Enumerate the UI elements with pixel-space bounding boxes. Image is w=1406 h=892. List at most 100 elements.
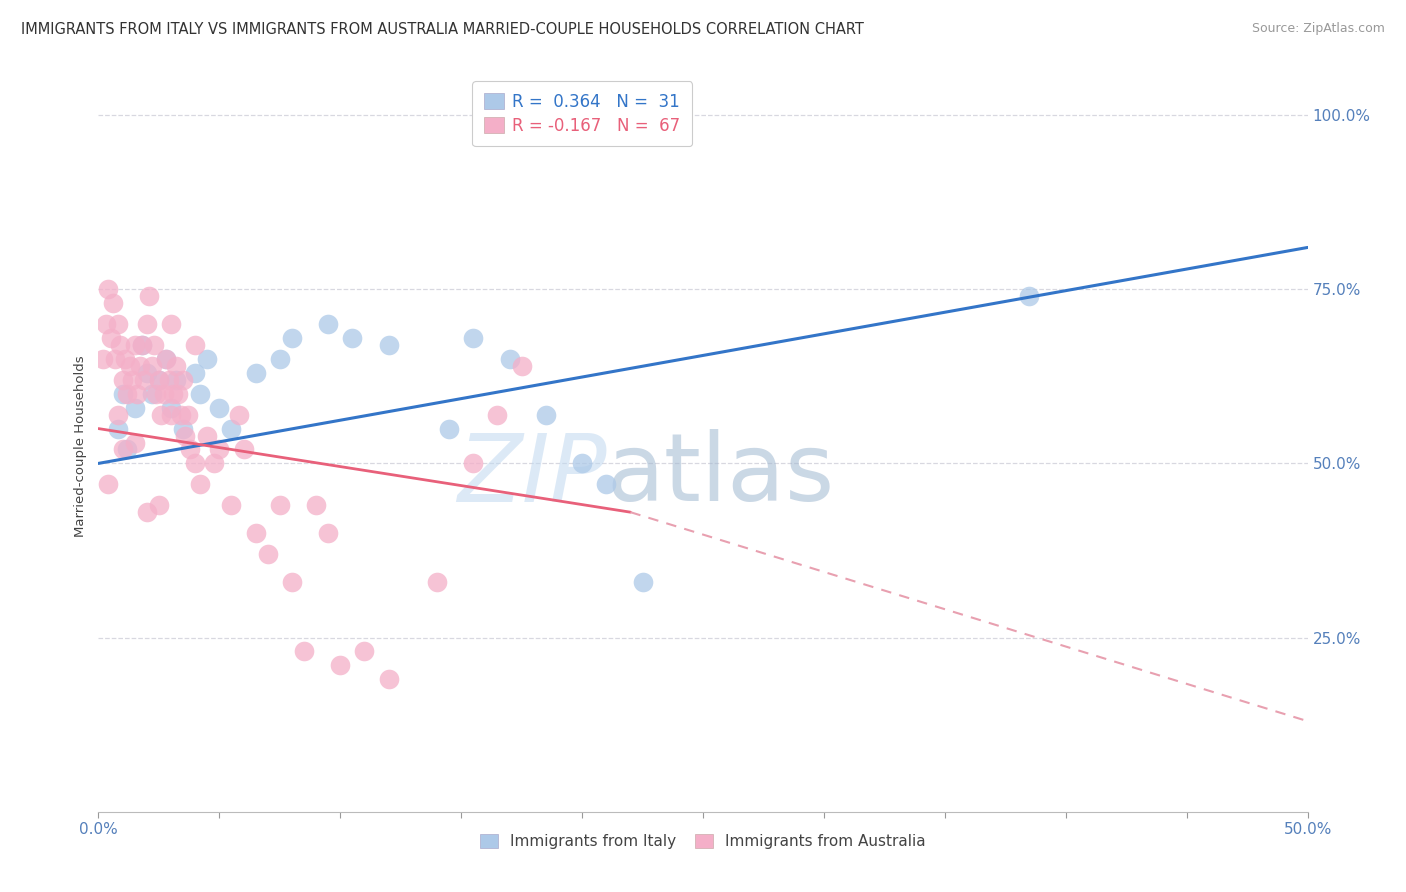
Point <box>124 401 146 415</box>
Point <box>377 673 399 687</box>
Point <box>135 366 157 380</box>
Point <box>329 658 352 673</box>
Text: Source: ZipAtlas.com: Source: ZipAtlas.com <box>1251 22 1385 36</box>
Point <box>208 401 231 415</box>
Point <box>145 386 167 401</box>
Point <box>111 386 134 401</box>
Point <box>104 351 127 366</box>
Point <box>141 359 163 373</box>
Point <box>188 477 211 491</box>
Point <box>117 386 139 401</box>
Y-axis label: Married-couple Households: Married-couple Households <box>75 355 87 537</box>
Point <box>232 442 254 457</box>
Point <box>534 408 557 422</box>
Point <box>97 477 120 491</box>
Point <box>510 359 533 373</box>
Point <box>256 547 278 561</box>
Point <box>162 386 184 401</box>
Point <box>127 386 149 401</box>
Legend: Immigrants from Italy, Immigrants from Australia: Immigrants from Italy, Immigrants from A… <box>474 828 932 855</box>
Point <box>269 498 291 512</box>
Point <box>595 477 617 491</box>
Point <box>353 644 375 658</box>
Point <box>141 386 163 401</box>
Point <box>342 331 364 345</box>
Point <box>316 526 339 541</box>
Point <box>150 408 173 422</box>
Point <box>111 442 134 457</box>
Point <box>305 498 328 512</box>
Point <box>100 331 122 345</box>
Point <box>111 373 134 387</box>
Point <box>152 386 174 401</box>
Point <box>148 498 170 512</box>
Point <box>118 359 141 373</box>
Point <box>377 338 399 352</box>
Point <box>177 408 200 422</box>
Point <box>184 366 207 380</box>
Point <box>269 351 291 366</box>
Point <box>107 421 129 435</box>
Text: IMMIGRANTS FROM ITALY VS IMMIGRANTS FROM AUSTRALIA MARRIED-COUPLE HOUSEHOLDS COR: IMMIGRANTS FROM ITALY VS IMMIGRANTS FROM… <box>21 22 863 37</box>
Point <box>204 457 226 471</box>
Point <box>426 574 449 589</box>
Point <box>281 574 304 589</box>
Point <box>316 317 339 331</box>
Point <box>160 317 183 331</box>
Point <box>108 338 131 352</box>
Point <box>128 359 150 373</box>
Point <box>221 421 243 435</box>
Point <box>571 457 593 471</box>
Point <box>131 338 153 352</box>
Point <box>157 373 180 387</box>
Point <box>188 386 211 401</box>
Point <box>101 296 124 310</box>
Point <box>245 526 267 541</box>
Point <box>160 401 183 415</box>
Point <box>1018 289 1040 303</box>
Point <box>463 457 485 471</box>
Point <box>107 317 129 331</box>
Point <box>117 442 139 457</box>
Point <box>281 331 304 345</box>
Point <box>172 421 194 435</box>
Point <box>155 351 177 366</box>
Point <box>165 359 187 373</box>
Point <box>134 373 156 387</box>
Point <box>631 574 654 589</box>
Point <box>107 408 129 422</box>
Point <box>208 442 231 457</box>
Point <box>179 442 201 457</box>
Text: ZIP: ZIP <box>457 430 606 521</box>
Point <box>228 408 250 422</box>
Point <box>143 338 166 352</box>
Point <box>135 505 157 519</box>
Point <box>184 457 207 471</box>
Point <box>195 428 218 442</box>
Point <box>97 282 120 296</box>
Point <box>155 351 177 366</box>
Point <box>165 373 187 387</box>
Point <box>148 373 170 387</box>
Point <box>172 373 194 387</box>
Text: atlas: atlas <box>606 429 835 521</box>
Point <box>498 351 520 366</box>
Point <box>245 366 267 380</box>
Point <box>169 408 191 422</box>
Point <box>184 338 207 352</box>
Point <box>114 351 136 366</box>
Point <box>437 421 460 435</box>
Point <box>124 338 146 352</box>
Point <box>121 373 143 387</box>
Point <box>195 351 218 366</box>
Point <box>463 331 485 345</box>
Point <box>135 317 157 331</box>
Point <box>124 435 146 450</box>
Point <box>486 408 509 422</box>
Point <box>94 317 117 331</box>
Point <box>292 644 315 658</box>
Point <box>131 338 153 352</box>
Point <box>221 498 243 512</box>
Point <box>174 428 197 442</box>
Point <box>148 373 170 387</box>
